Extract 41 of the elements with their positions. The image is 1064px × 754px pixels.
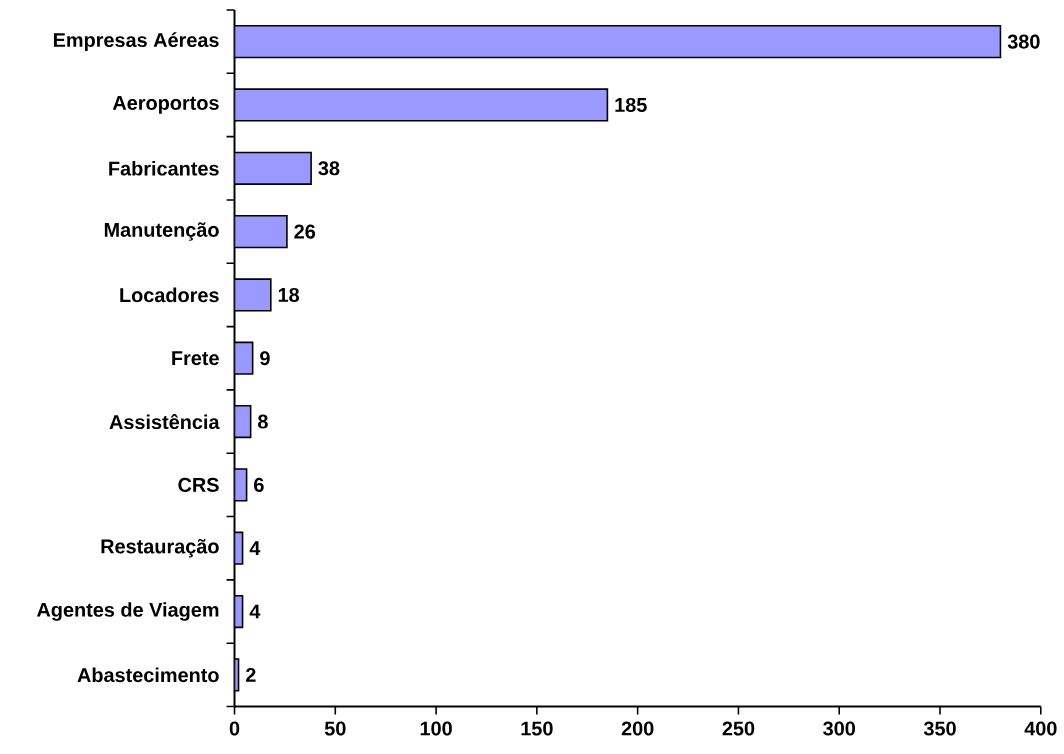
y-tick-label: Empresas Aéreas xyxy=(53,32,219,51)
data-label: 6 xyxy=(254,477,264,492)
data-label: 9 xyxy=(260,351,270,366)
x-tick-label: 50 xyxy=(324,721,346,736)
y-tick-label: Aeroportos xyxy=(112,95,219,114)
x-tick-label: 100 xyxy=(420,721,452,736)
x-tick-label: 250 xyxy=(722,721,755,736)
data-label: 185 xyxy=(615,97,647,112)
y-tick-label: Abastecimento xyxy=(77,667,219,682)
bar xyxy=(234,214,288,249)
bar xyxy=(234,24,1002,59)
bar xyxy=(234,404,252,439)
x-tick-label: 300 xyxy=(823,721,855,736)
bar xyxy=(234,151,312,185)
data-label: 38 xyxy=(318,161,340,176)
bar xyxy=(234,278,272,312)
bar xyxy=(234,468,248,502)
x-tick-label: 200 xyxy=(621,721,654,736)
y-tick-label: Assistência xyxy=(109,413,220,429)
data-label: 8 xyxy=(258,414,268,429)
y-tick-label: Frete xyxy=(172,351,219,365)
data-label: 380 xyxy=(1007,34,1040,49)
bar xyxy=(234,88,609,122)
bar xyxy=(234,531,244,565)
bar xyxy=(234,594,244,628)
x-tick-label: 350 xyxy=(923,721,956,736)
x-tick-label: 0 xyxy=(229,721,240,736)
y-tick-label: Fabricantes xyxy=(109,160,219,176)
y-tick-label: Locadores xyxy=(120,287,219,303)
data-label: 26 xyxy=(294,224,316,239)
y-tick-label: Restauração xyxy=(101,538,219,558)
data-label: 2 xyxy=(245,667,256,682)
bar xyxy=(234,341,254,375)
data-label: 4 xyxy=(249,541,261,555)
x-tick-label: 150 xyxy=(521,721,553,736)
x-tick-label: 400 xyxy=(1024,721,1057,736)
data-label: 18 xyxy=(278,287,300,302)
y-tick-label: Manutenção xyxy=(104,222,219,241)
y-tick-label: CRS xyxy=(178,477,219,492)
y-tick-label: Agentes de Viagem xyxy=(36,602,219,621)
data-label: 4 xyxy=(249,604,261,619)
